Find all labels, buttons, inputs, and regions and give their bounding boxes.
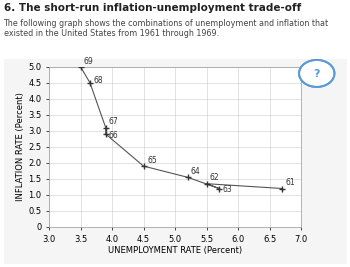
Text: 65: 65 (147, 156, 157, 165)
Text: 6. The short-run inflation-unemployment trade-off: 6. The short-run inflation-unemployment … (4, 3, 301, 13)
Text: 64: 64 (191, 167, 201, 176)
Text: 61: 61 (285, 178, 295, 187)
Text: 62: 62 (210, 173, 219, 182)
FancyBboxPatch shape (0, 57, 350, 266)
Text: 68: 68 (93, 76, 103, 85)
Text: 67: 67 (109, 117, 119, 126)
Text: 63: 63 (222, 185, 232, 194)
Text: The following graph shows the combinations of unemployment and inflation that ex: The following graph shows the combinatio… (4, 19, 329, 38)
Circle shape (299, 60, 335, 87)
X-axis label: UNEMPLOYMENT RATE (Percent): UNEMPLOYMENT RATE (Percent) (108, 246, 242, 255)
Text: 66: 66 (109, 131, 119, 140)
Text: ?: ? (314, 69, 320, 79)
Text: 69: 69 (84, 57, 93, 66)
Y-axis label: INFLATION RATE (Percent): INFLATION RATE (Percent) (16, 92, 25, 201)
